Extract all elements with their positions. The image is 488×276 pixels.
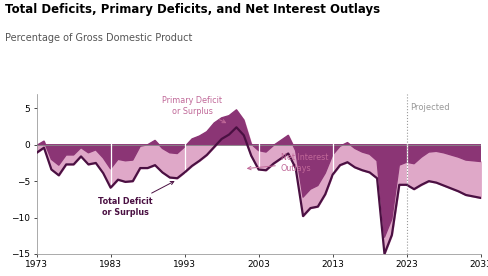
Text: Total Deficit
or Surplus: Total Deficit or Surplus <box>98 182 174 217</box>
Text: Percentage of Gross Domestic Product: Percentage of Gross Domestic Product <box>5 33 192 43</box>
Text: Net Interest
Outlays: Net Interest Outlays <box>248 153 328 173</box>
Text: Primary Deficit
or Surplus: Primary Deficit or Surplus <box>162 96 225 123</box>
Text: Projected: Projected <box>410 103 450 112</box>
Text: Total Deficits, Primary Deficits, and Net Interest Outlays: Total Deficits, Primary Deficits, and Ne… <box>5 3 380 16</box>
